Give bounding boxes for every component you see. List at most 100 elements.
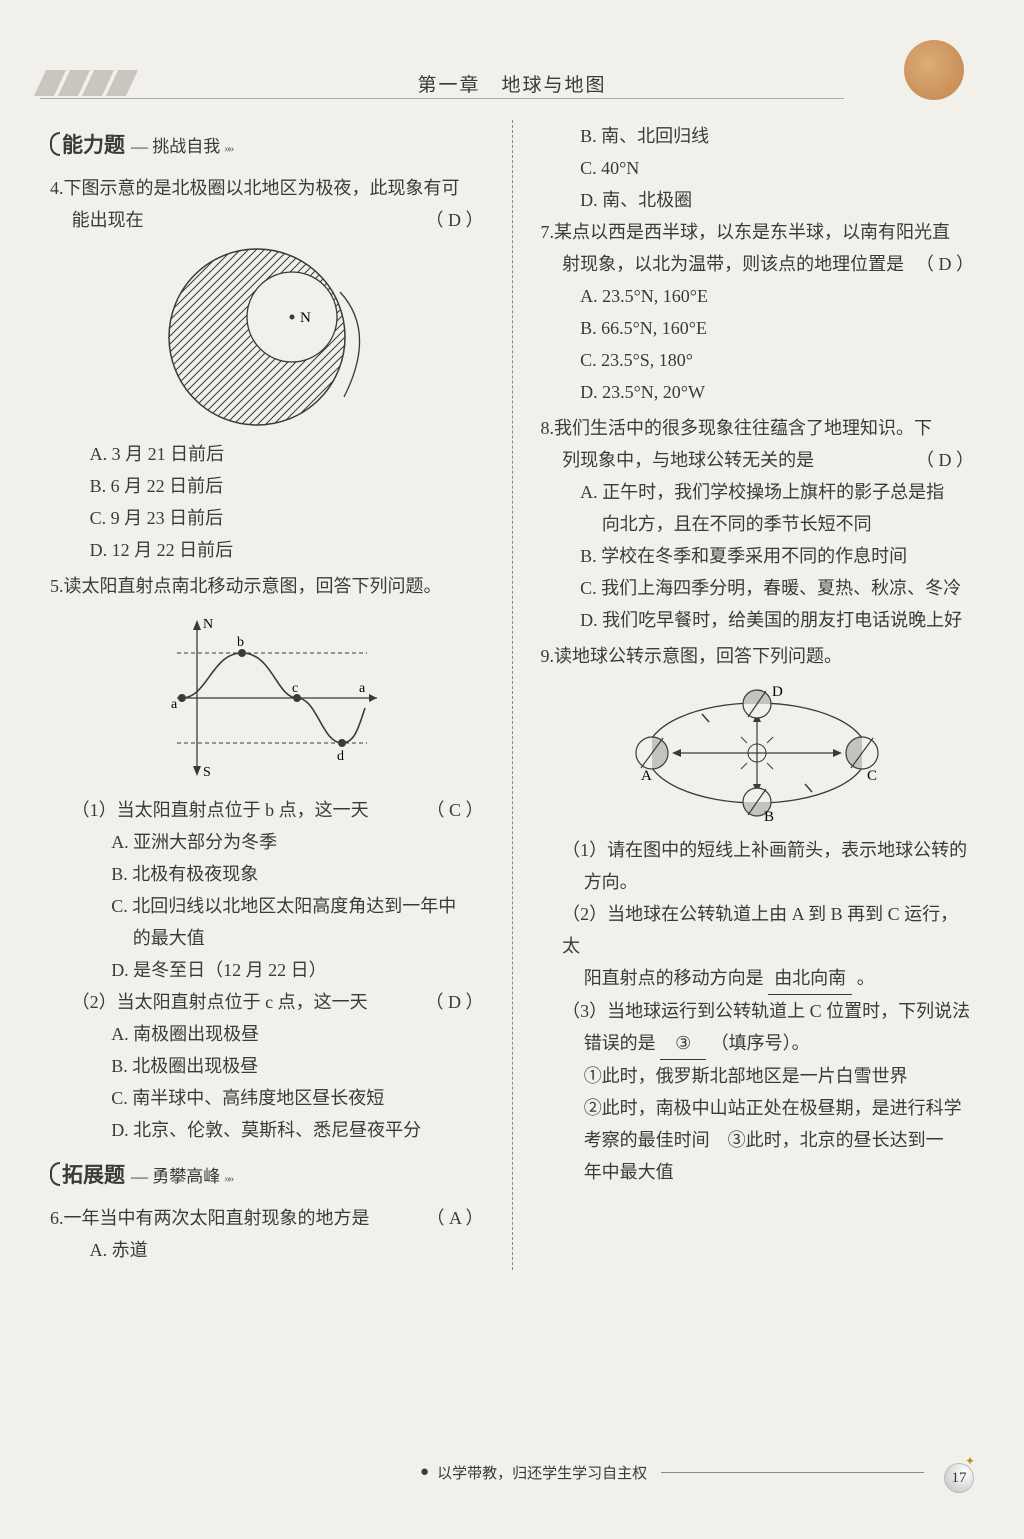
q4-text2: 能出现在 bbox=[72, 204, 426, 236]
section-ability-header: 能力题 — 挑战自我 bbox=[50, 128, 484, 164]
q8-opt-c: C. 我们上海四季分明，春暖、夏热、秋凉、冬冷 bbox=[541, 572, 975, 604]
section-expand-header: 拓展题 — 勇攀高峰 bbox=[50, 1158, 484, 1194]
q8-answer: （ D ） bbox=[916, 444, 974, 476]
q9-p2-answer: 由北向南 bbox=[768, 962, 852, 995]
q5-p1-c2: 的最大值 bbox=[50, 922, 484, 954]
q9-p1-label: （1）请在图中的短线上补画箭头，表示地球公转的 bbox=[541, 834, 975, 866]
q8-opt-b: B. 学校在冬季和夏季采用不同的作息时间 bbox=[541, 540, 975, 572]
right-column: B. 南、北回归线 C. 40°N D. 南、北极圈 7. 某点以西是西半球，以… bbox=[541, 120, 975, 1270]
q5-p1-d: D. 是冬至日（12 月 22 日） bbox=[50, 954, 484, 986]
page-number: 17 bbox=[944, 1463, 974, 1493]
q5-p1-b: B. 北极有极夜现象 bbox=[50, 858, 484, 890]
q9-p3-o2b: 考察的最佳时间 ③此时，北京的昼长达到一 bbox=[541, 1124, 975, 1156]
page-footer: ● 以学带教，归还学生学习自主权 bbox=[420, 1462, 924, 1483]
q4-fig-label-n: N bbox=[300, 310, 311, 326]
page: 第一章 地球与地图 能力题 — 挑战自我 4. 下图示意的是北极圈以北地区为极夜… bbox=[0, 0, 1024, 1539]
q4-opt-a: A. 3 月 21 日前后 bbox=[50, 438, 484, 470]
q5-p1-answer: （ C ） bbox=[426, 794, 483, 826]
q4-opt-b: B. 6 月 22 日前后 bbox=[50, 470, 484, 502]
q4-answer: （ D ） bbox=[426, 204, 484, 236]
content-columns: 能力题 — 挑战自我 4. 下图示意的是北极圈以北地区为极夜，此现象有可 能出现… bbox=[50, 120, 974, 1270]
chapter-header-bar: 第一章 地球与地图 bbox=[0, 68, 1024, 98]
q8-opt-d: D. 我们吃早餐时，给美国的朋友打电话说晚上好 bbox=[541, 604, 975, 636]
header-rule bbox=[40, 98, 844, 99]
q9-p3-label2: 错误的是 bbox=[584, 1033, 656, 1053]
q7-num: 7. bbox=[541, 216, 555, 248]
q9-p3-label: （3）当地球运行到公转轨道上 C 位置时，下列说法 bbox=[541, 995, 975, 1027]
q6-opt-d: D. 南、北极圈 bbox=[541, 184, 975, 216]
question-6: 6. 一年当中有两次太阳直射现象的地方是 （ A ） A. 赤道 bbox=[50, 1202, 484, 1266]
q9-text: 读地球公转示意图，回答下列问题。 bbox=[554, 640, 974, 672]
q6-opt-c: C. 40°N bbox=[541, 152, 975, 184]
q9-p1-label2: 方向。 bbox=[541, 866, 975, 898]
q8-opt-a2: 向北方，且在不同的季节长短不同 bbox=[541, 508, 975, 540]
q9-p2-tail: 。 bbox=[857, 968, 875, 988]
q4-opt-d: D. 12 月 22 日前后 bbox=[50, 534, 484, 566]
q5-p1-a: A. 亚洲大部分为冬季 bbox=[50, 826, 484, 858]
q8-opt-a: A. 正午时，我们学校操场上旗杆的影子总是指 bbox=[541, 476, 975, 508]
q8-text2: 列现象中，与地球公转无关的是 bbox=[562, 444, 916, 476]
q5-fig-a: a bbox=[171, 697, 178, 712]
q5-p2-c: C. 南半球中、高纬度地区昼长夜短 bbox=[50, 1082, 484, 1114]
section-ability-subtitle: — 挑战自我 bbox=[131, 131, 232, 164]
q9-p2-label: （2）当地球在公转轨道上由 A 到 B 再到 C 运行，太 bbox=[541, 898, 975, 962]
q5-figure: N S a b c bbox=[50, 608, 484, 788]
q8-num: 8. bbox=[541, 412, 555, 444]
q4-opt-c: C. 9 月 23 日前后 bbox=[50, 502, 484, 534]
q5-fig-n: N bbox=[203, 617, 213, 632]
q7-text: 某点以西是西半球，以东是东半球，以南有阳光直 bbox=[554, 216, 974, 248]
q5-p2-label: （2）当太阳直射点位于 c 点，这一天 bbox=[72, 986, 426, 1018]
question-8: 8. 我们生活中的很多现象往往蕴含了地理知识。下 列现象中，与地球公转无关的是 … bbox=[541, 412, 975, 636]
q9-num: 9. bbox=[541, 640, 555, 672]
q9-p2-label2: 阳直射点的移动方向是 bbox=[584, 968, 764, 988]
q9-p3-o2c: 年中最大值 bbox=[541, 1156, 975, 1188]
question-5: 5. 读太阳直射点南北移动示意图，回答下列问题。 N S bbox=[50, 570, 484, 1146]
q7-opt-d: D. 23.5°N, 20°W bbox=[541, 376, 975, 408]
q5-p2-answer: （ D ） bbox=[426, 986, 484, 1018]
q8-text: 我们生活中的很多现象往往蕴含了地理知识。下 bbox=[554, 412, 974, 444]
q6-num: 6. bbox=[50, 1202, 64, 1234]
q7-opt-b: B. 66.5°N, 160°E bbox=[541, 312, 975, 344]
left-column: 能力题 — 挑战自我 4. 下图示意的是北极圈以北地区为极夜，此现象有可 能出现… bbox=[50, 120, 484, 1270]
header-stripes-icon bbox=[40, 70, 132, 96]
q9-fig-b: B bbox=[764, 809, 774, 825]
q5-p1-label: （1）当太阳直射点位于 b 点，这一天 bbox=[72, 794, 427, 826]
q9-fig-c: C bbox=[867, 768, 877, 784]
q5-p2-b: B. 北极圈出现极昼 bbox=[50, 1050, 484, 1082]
q5-fig-b: b bbox=[237, 635, 244, 650]
q4-text: 下图示意的是北极圈以北地区为极夜，此现象有可 bbox=[64, 172, 484, 204]
section-expand-title: 拓展题 bbox=[62, 1160, 125, 1192]
q6-text: 一年当中有两次太阳直射现象的地方是 bbox=[64, 1202, 427, 1234]
q5-fig-s: S bbox=[203, 765, 211, 780]
section-expand-subtitle: — 勇攀高峰 bbox=[131, 1161, 232, 1194]
svg-text:a: a bbox=[359, 681, 366, 696]
q5-text: 读太阳直射点南北移动示意图，回答下列问题。 bbox=[64, 570, 484, 602]
q4-figure: N bbox=[50, 242, 484, 432]
footer-text: 以学带教，归还学生学习自主权 bbox=[437, 1462, 647, 1483]
q7-answer: （ D ） bbox=[916, 248, 974, 280]
column-divider bbox=[512, 120, 513, 1270]
chapter-title: 第一章 地球与地图 bbox=[417, 70, 606, 97]
q9-fig-d: D bbox=[772, 684, 783, 700]
question-7: 7. 某点以西是西半球，以东是东半球，以南有阳光直 射现象，以北为温带，则该点的… bbox=[541, 216, 975, 408]
page-number-text: 17 bbox=[952, 1470, 967, 1487]
question-4: 4. 下图示意的是北极圈以北地区为极夜，此现象有可 能出现在 （ D ） bbox=[50, 172, 484, 566]
question-9: 9. 读地球公转示意图，回答下列问题。 bbox=[541, 640, 975, 1188]
q7-opt-c: C. 23.5°S, 180° bbox=[541, 344, 975, 376]
q9-p3-tail: （填序号）。 bbox=[711, 1033, 810, 1053]
q7-text2: 射现象，以北为温带，则该点的地理位置是 bbox=[562, 248, 916, 280]
bullet-icon: ● bbox=[420, 1464, 429, 1481]
q5-p1-c: C. 北回归线以北地区太阳高度角达到一年中 bbox=[50, 890, 484, 922]
q9-fig-a: A bbox=[641, 768, 652, 784]
q5-fig-c: c bbox=[292, 681, 298, 696]
q9-p3-o1: ①此时，俄罗斯北部地区是一片白雪世界 bbox=[541, 1060, 975, 1092]
q7-opt-a: A. 23.5°N, 160°E bbox=[541, 280, 975, 312]
q9-p3-answer: ③ bbox=[660, 1027, 706, 1060]
q9-p3-o2: ②此时，南极中山站正处在极昼期，是进行科学 bbox=[541, 1092, 975, 1124]
section-ability-title: 能力题 bbox=[62, 130, 125, 162]
q6-opt-b: B. 南、北回归线 bbox=[541, 120, 975, 152]
q6-opt-a: A. 赤道 bbox=[50, 1234, 484, 1266]
q5-p2-d: D. 北京、伦敦、莫斯科、悉尼昼夜平分 bbox=[50, 1114, 484, 1146]
q5-p2-a: A. 南极圈出现极昼 bbox=[50, 1018, 484, 1050]
arc-icon bbox=[50, 1162, 60, 1186]
